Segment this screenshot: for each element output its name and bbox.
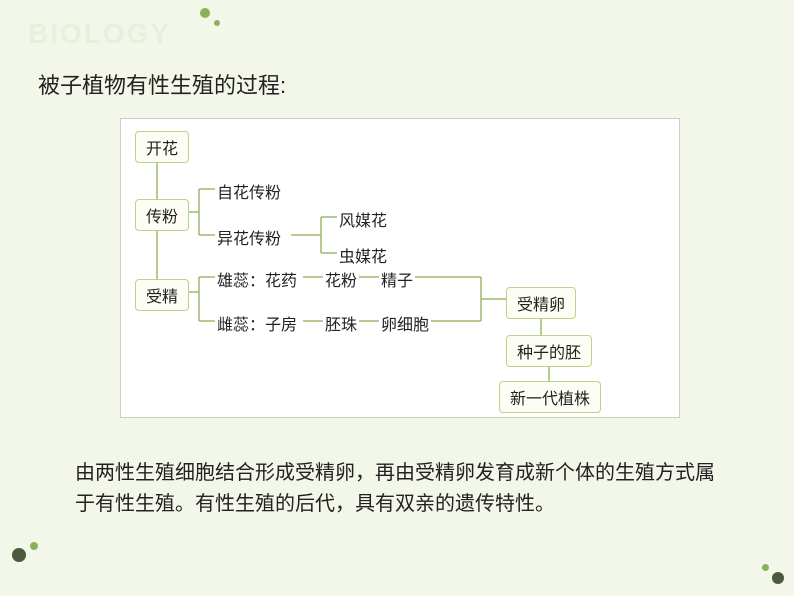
node-zygote: 受精卵 xyxy=(506,287,576,319)
node-embryo: 种子的胚 xyxy=(506,335,592,367)
label-insect-flower: 虫媒花 xyxy=(339,243,387,267)
dot-deco xyxy=(12,548,26,562)
dot-deco xyxy=(200,8,210,18)
label-pistil: 雌蕊：子房 xyxy=(217,311,297,335)
page-title: 被子植物有性生殖的过程: xyxy=(38,68,286,100)
flowchart-container: 开花 传粉 受精 受精卵 种子的胚 新一代植株 自花传粉 异花传粉 风媒花 虫媒… xyxy=(120,118,680,418)
label-pollen: 花粉 xyxy=(325,267,357,291)
description-text: 由两性生殖细胞结合形成受精卵，再由受精卵发育成新个体的生殖方式属于有性生殖。有性… xyxy=(75,458,715,520)
node-pollination: 传粉 xyxy=(135,199,189,231)
label-stamen: 雄蕊：花药 xyxy=(217,267,297,291)
label-ovule: 胚珠 xyxy=(325,311,357,335)
label-cross-pollination: 异花传粉 xyxy=(217,225,281,249)
node-flower: 开花 xyxy=(135,131,189,163)
dot-deco xyxy=(772,572,784,584)
dot-deco xyxy=(30,542,38,550)
node-new-plant: 新一代植株 xyxy=(499,381,601,413)
label-sperm: 精子 xyxy=(381,267,413,291)
dot-deco xyxy=(214,20,220,26)
label-egg-cell: 卵细胞 xyxy=(381,311,429,335)
watermark-text: BIOLOGY xyxy=(28,18,171,50)
dot-deco xyxy=(762,564,769,571)
label-self-pollination: 自花传粉 xyxy=(217,179,281,203)
label-wind-flower: 风媒花 xyxy=(339,207,387,231)
node-fertilization: 受精 xyxy=(135,279,189,311)
